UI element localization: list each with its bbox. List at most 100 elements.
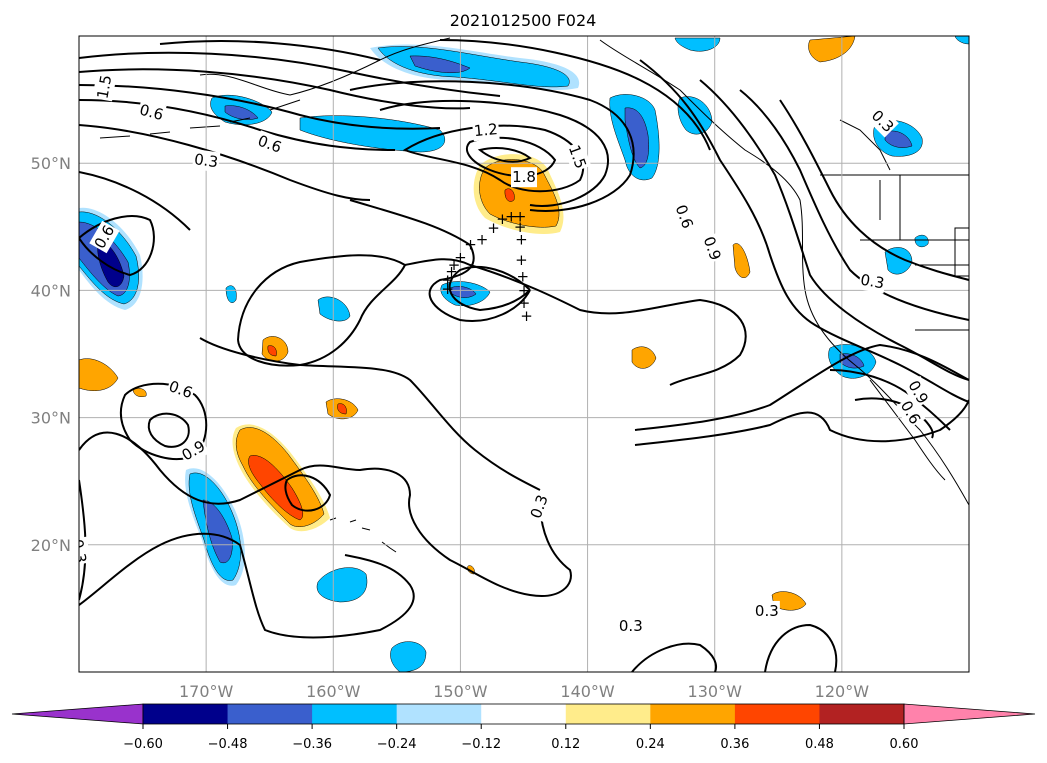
positive-anomaly-region (337, 403, 347, 415)
contour-label-halo (857, 269, 887, 294)
negative-anomaly-region (914, 234, 929, 248)
negative-anomaly-region (674, 37, 721, 52)
lat-tick-label: 20°N (31, 536, 71, 555)
colorbar-tick-label: −0.36 (292, 737, 332, 752)
colorbar-bin (565, 704, 651, 724)
contour-lines (79, 39, 969, 672)
contour-line (739, 89, 969, 321)
positive-anomaly-region (248, 455, 303, 521)
colorbar-tick-label: 0.24 (636, 737, 665, 752)
contour-line (779, 99, 969, 281)
contour-line (79, 39, 711, 231)
contour-label: 1.2 (472, 119, 500, 142)
contour-label-text: 0.3 (859, 271, 886, 293)
contour-label-halo (89, 220, 120, 254)
track-marker: + (515, 251, 528, 269)
colorbar-bin (396, 704, 482, 724)
contour-line (237, 254, 407, 367)
contour-label-halo (563, 141, 592, 173)
track-marker: + (515, 231, 528, 249)
lat-tick-label: 40°N (31, 281, 71, 300)
contour-label-halo (698, 232, 727, 265)
longitude-labels: 170°W 160°W 150°W 140°W 130°W 120°W (179, 682, 869, 701)
contour-label-halo (753, 600, 780, 621)
track-marker: + (505, 208, 518, 226)
track-marker: + (514, 218, 527, 236)
colorbar: −0.60 −0.48 −0.36 −0.24 −0.12 0.12 0.24 0.36 0.4… (11, 703, 1036, 752)
track-marker: + (448, 256, 461, 274)
contour-label-halo (866, 104, 899, 138)
contour-line (448, 265, 531, 312)
contour-line (634, 343, 969, 431)
coastline-alaska (199, 37, 451, 96)
negative-anomaly-region (390, 641, 427, 672)
track-marker: + (520, 307, 533, 325)
map-panel: 1.50.60.61.20.31.81.50.60.60.90.30.30.60… (79, 36, 969, 672)
track-marker: + (464, 236, 477, 254)
positive-anomaly-region (504, 188, 515, 202)
colorbar-extend-min (11, 703, 144, 725)
contour-label-halo (79, 536, 92, 566)
contour-label: 0.3 (753, 600, 780, 621)
lon-tick-label: 120°W (815, 682, 870, 701)
positive-anomaly-region (267, 345, 277, 357)
track-marker: + (454, 248, 467, 266)
track-marker: + (496, 210, 509, 228)
negative-anomaly-region (316, 567, 368, 603)
track-marker: + (516, 267, 529, 285)
contour-line (379, 99, 609, 207)
negative-anomaly-region (225, 285, 237, 303)
contour-line (284, 474, 332, 512)
contour-label-halo (177, 435, 210, 466)
contour-line (404, 258, 747, 386)
lon-tick-label: 170°W (179, 682, 234, 701)
contour-line (79, 532, 415, 639)
positive-anomaly-region (631, 346, 657, 369)
contour-line (79, 431, 572, 597)
contour-line (631, 642, 718, 672)
lon-tick-label: 150°W (433, 682, 488, 701)
contour-line (199, 337, 541, 491)
colorbar-bin (734, 704, 820, 724)
contour-label-halo (895, 396, 926, 429)
negative-anomaly-region (224, 105, 259, 120)
contour-label-halo (92, 72, 117, 102)
colorbar-tick-label: −0.12 (461, 737, 501, 752)
colorbar-tick-label: −0.48 (208, 737, 248, 752)
contour-label-halo (136, 99, 167, 126)
colorbar-tick-label: 0.36 (720, 737, 749, 752)
contour-line (79, 124, 371, 201)
coastline-aleutians (99, 99, 301, 139)
contour-line (79, 84, 441, 130)
negative-anomaly-region (954, 36, 969, 45)
colorbar-tick-label: −0.24 (377, 737, 417, 752)
contour-label-text: 0.6 (138, 101, 166, 125)
positive-anomaly-region (732, 243, 751, 279)
contour-label-halo (165, 375, 197, 404)
track-marker: + (518, 281, 531, 299)
positive-anomaly-region (771, 591, 807, 611)
track-marker: + (441, 271, 454, 289)
contour-line (159, 40, 381, 61)
contour-line (349, 80, 635, 212)
colorbar-frame (142, 703, 905, 725)
contour-label-halo (525, 491, 554, 523)
contour-label: 1.8 (511, 167, 537, 188)
colorbar-bin (312, 704, 398, 724)
contour-label-halo (254, 130, 286, 158)
contour-label-halo (511, 167, 537, 188)
contour-line (639, 59, 969, 403)
contour-line (79, 99, 396, 151)
negative-anomaly-region (449, 286, 477, 298)
contour-label-halo (617, 616, 644, 637)
lat-tick-label: 30°N (31, 409, 71, 428)
negative-anomaly-region (409, 55, 471, 73)
track-marker: + (518, 294, 531, 312)
contour-label: 0.3 (857, 269, 887, 294)
colorbar-tick-label: 0.48 (805, 737, 834, 752)
track-markers: ++++++++++++++++++ (441, 208, 532, 325)
map-frame (78, 35, 970, 673)
colorbar-bin (227, 704, 313, 724)
contour-label-halo (902, 375, 934, 409)
contour-line (147, 412, 190, 448)
